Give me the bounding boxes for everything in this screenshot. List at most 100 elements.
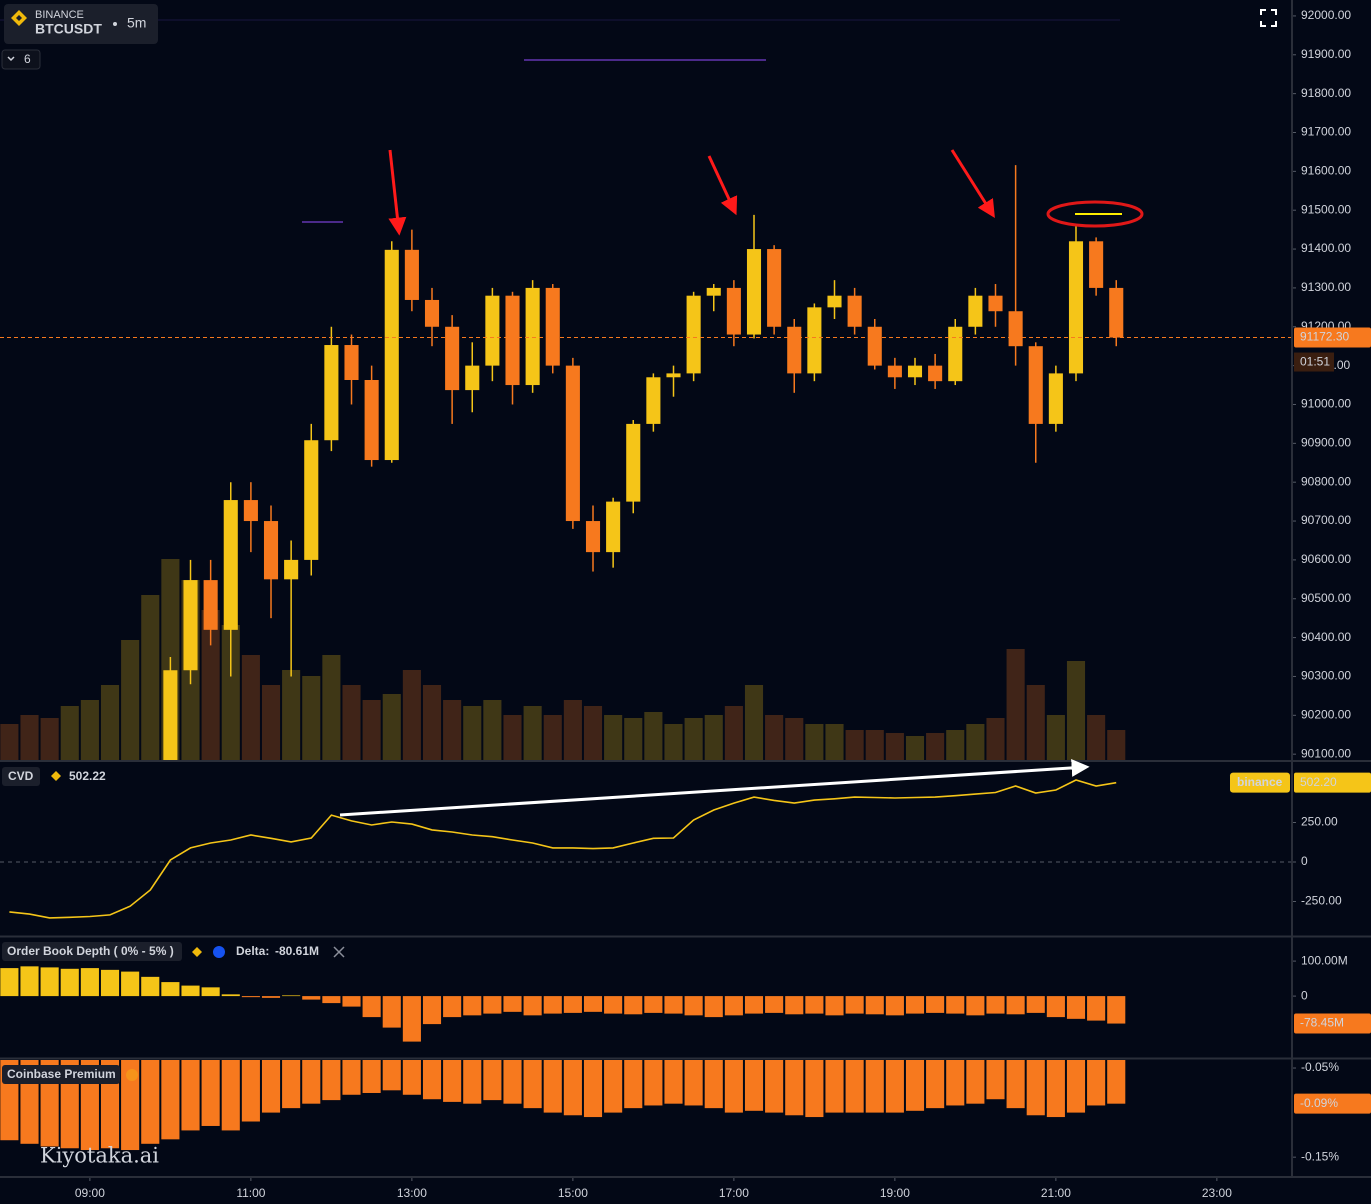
volume-bar <box>322 655 341 760</box>
candle-body <box>263 521 279 580</box>
pane-title: Coinbase Premium <box>7 1067 116 1081</box>
volume-bar <box>724 706 743 760</box>
volume-bar <box>342 685 361 760</box>
y-tick-label: 90200.00 <box>1301 707 1351 721</box>
volume-bar <box>785 718 804 760</box>
volume-bar <box>221 625 240 760</box>
volume-bar <box>282 670 301 760</box>
volume-bar <box>382 694 401 760</box>
white-arrow <box>339 758 1090 817</box>
bar <box>40 967 59 997</box>
y-tick-label: 90600.00 <box>1301 552 1351 566</box>
volume-bar <box>201 610 220 760</box>
candle-body <box>284 559 299 580</box>
bar <box>1026 1060 1045 1116</box>
bar <box>805 996 824 1014</box>
countdown: 01:51 <box>1300 355 1330 369</box>
red-arrow <box>388 149 407 236</box>
bar <box>1006 996 1025 1015</box>
bar <box>1046 996 1065 1018</box>
bar <box>161 982 180 997</box>
x-tick-label: 13:00 <box>397 1186 427 1200</box>
candle-body <box>887 365 902 378</box>
bar <box>765 1060 784 1113</box>
interval: 5m <box>127 15 146 31</box>
red-arrow <box>707 155 738 216</box>
candle-body <box>1109 287 1124 338</box>
bar <box>463 1060 482 1104</box>
exchange-icon <box>51 771 61 781</box>
data-layer: 09:00 11:00 13:00 15:00 17:00 19:00 21:00 23:00… <box>0 8 1371 1200</box>
exchange: BINANCE <box>35 9 84 21</box>
candle-body <box>404 249 419 300</box>
volume-bar <box>926 733 945 760</box>
pane-separators <box>0 0 1371 1178</box>
volume-bar <box>825 724 844 760</box>
fullscreen-icon[interactable] <box>1260 9 1277 27</box>
bar <box>121 971 140 997</box>
candle-body <box>223 500 238 630</box>
indicator-toggle[interactable] <box>1 49 41 70</box>
bar <box>201 987 220 997</box>
hide-icon[interactable] <box>333 946 345 958</box>
value-badge <box>1294 327 1371 348</box>
bar <box>946 1060 965 1106</box>
bar <box>543 996 562 1014</box>
x-tick-label: 19:00 <box>880 1186 910 1200</box>
candle-body <box>928 365 943 382</box>
candle-body <box>364 380 379 461</box>
bar <box>141 976 160 997</box>
volume-bar <box>1107 730 1126 760</box>
y-tick-label: 91500.00 <box>1301 202 1351 216</box>
volume-bar <box>141 595 160 760</box>
delta-caption: Delta: <box>236 944 269 958</box>
volume-bar <box>604 715 623 760</box>
bar <box>845 1060 864 1113</box>
bar <box>261 1060 281 1113</box>
bar <box>543 1060 562 1113</box>
bar <box>684 1060 703 1106</box>
candle-body <box>827 295 842 308</box>
bar <box>80 968 99 997</box>
candle-body <box>1028 346 1043 424</box>
bar <box>221 994 240 997</box>
red-ellipse <box>1046 200 1144 228</box>
candle-body <box>767 249 782 327</box>
bar <box>241 1060 260 1122</box>
bar <box>1107 1060 1126 1104</box>
volume-bar <box>261 685 281 760</box>
bar <box>181 985 200 997</box>
symbol-box[interactable] <box>4 4 158 44</box>
bar <box>624 1060 643 1109</box>
bar <box>684 996 703 1016</box>
bar <box>825 1060 844 1113</box>
candle-body <box>726 287 741 335</box>
bar <box>503 1060 522 1104</box>
volume-bar <box>422 685 442 760</box>
volume-bar <box>563 700 582 760</box>
bar <box>1026 996 1045 1013</box>
red-arrow <box>950 149 995 219</box>
exchange-icon <box>192 947 202 957</box>
y-tick-label: 90500.00 <box>1301 591 1351 605</box>
y-tick-label: 250.00 <box>1301 815 1338 829</box>
exchange-badge-label: binance <box>1237 775 1283 789</box>
exchange-icon <box>16 15 22 21</box>
separator-dot <box>113 22 117 26</box>
pane-title: Order Book Depth ( 0% - 5% ) <box>7 944 174 958</box>
y-tick-label: 90100.00 <box>1301 746 1351 760</box>
bar <box>1006 1060 1025 1109</box>
candle-body <box>424 299 440 327</box>
bar <box>443 996 462 1018</box>
bar <box>20 966 39 997</box>
candle-body <box>1048 373 1063 424</box>
value-badge <box>1294 1013 1371 1034</box>
bar <box>724 1060 743 1113</box>
y-tick-label: 91700.00 <box>1301 125 1351 139</box>
y-tick-label: 91900.00 <box>1301 47 1351 61</box>
bar <box>402 996 421 1042</box>
bar <box>382 1060 401 1091</box>
value-badge <box>1294 772 1371 793</box>
bar <box>563 996 582 1013</box>
x-tick-label: 21:00 <box>1041 1186 1071 1200</box>
